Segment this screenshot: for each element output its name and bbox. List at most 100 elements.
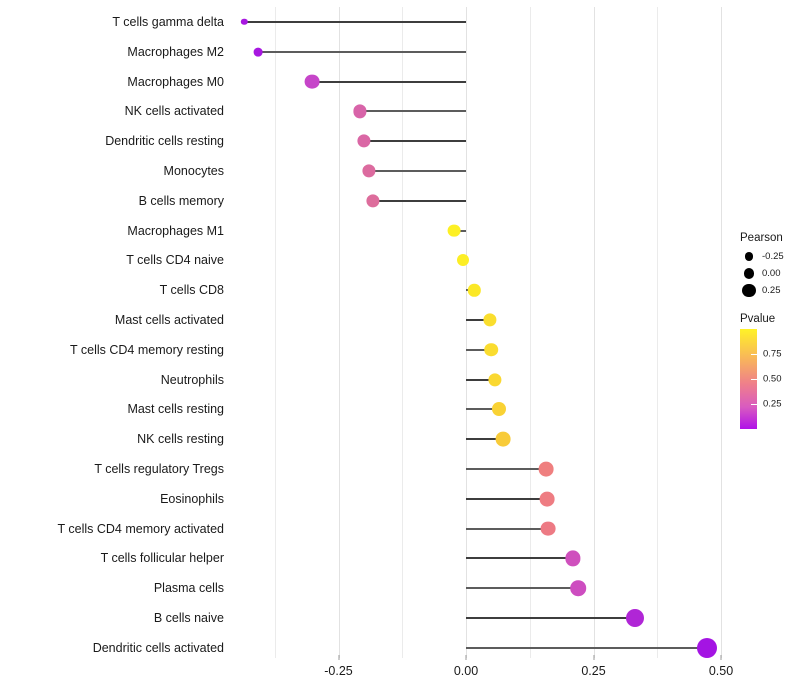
y-axis-tick-label: Dendritic cells resting xyxy=(105,133,224,148)
x-axis-tick-label: 0.25 xyxy=(581,664,606,678)
x-axis-tick xyxy=(720,655,722,660)
y-axis-tick-label: Neutrophils xyxy=(160,372,224,387)
color-legend-bar-wrap: 0.75 0.50 0.25 xyxy=(740,329,798,429)
lollipop-point[interactable] xyxy=(304,74,320,89)
y-axis-labels: T cells gamma delta Macrophages M2 Macroph… xyxy=(0,7,225,658)
y-axis-tick-label: Mast cells activated xyxy=(114,312,224,327)
gridline-major xyxy=(338,7,340,658)
lollipop-point[interactable] xyxy=(495,431,511,447)
gridline-major xyxy=(466,7,467,658)
size-legend-dot xyxy=(740,252,758,261)
x-axis-tick-label: -0.25 xyxy=(324,664,353,678)
y-axis-tick-label: Monocytes xyxy=(163,163,224,178)
y-axis-tick-label: T cells CD8 xyxy=(159,282,224,297)
lollipop-stem xyxy=(466,408,500,411)
gridline-minor xyxy=(657,7,659,658)
lollipop-stem xyxy=(466,468,547,470)
lollipop-point[interactable] xyxy=(240,18,248,26)
y-axis-tick-label: Plasma cells xyxy=(153,580,224,595)
lollipop-point[interactable] xyxy=(362,164,376,178)
y-axis-tick-label: Dendritic cells activated xyxy=(92,640,224,655)
lollipop-point[interactable] xyxy=(539,491,555,507)
lollipop-point[interactable] xyxy=(484,343,498,357)
y-axis-tick-label: Macrophages M2 xyxy=(127,44,224,59)
lollipop-point[interactable] xyxy=(492,402,507,417)
y-axis-tick-label: T cells CD4 memory activated xyxy=(57,521,225,536)
colorbar-tick-label: 0.50 xyxy=(763,373,782,385)
size-legend-entry: 0.00 xyxy=(740,265,800,282)
y-axis-tick-label: B cells memory xyxy=(138,193,224,208)
lollipop-point[interactable] xyxy=(540,521,556,536)
lollipop-point[interactable] xyxy=(447,224,461,237)
lollipop-point[interactable] xyxy=(456,254,469,267)
x-axis-tick-label: 0.00 xyxy=(453,664,479,678)
size-legend-dot xyxy=(740,268,758,279)
plot-area xyxy=(230,7,730,658)
lollipop-stem xyxy=(369,170,466,172)
colorbar-tick-label: 0.25 xyxy=(763,398,782,410)
gridline-major xyxy=(721,7,722,658)
y-axis-tick-label: Macrophages M1 xyxy=(127,223,224,238)
x-axis-labels: -0.25 0.00 0.25 0.50 xyxy=(230,655,734,690)
lollipop-point[interactable] xyxy=(366,194,380,208)
lollipop-stem xyxy=(466,587,579,590)
y-axis-tick-label: NK cells resting xyxy=(137,431,224,446)
y-axis-tick-label: Mast cells resting xyxy=(127,402,224,417)
x-axis-tick xyxy=(465,655,467,660)
y-axis-tick-label: T cells follicular helper xyxy=(100,551,224,566)
gridline-major xyxy=(593,7,595,658)
lollipop-stem xyxy=(466,497,548,500)
lollipop-point[interactable] xyxy=(538,461,554,477)
y-axis-tick-label: Eosinophils xyxy=(160,491,224,506)
size-legend-dot xyxy=(740,283,758,298)
lollipop-stem xyxy=(257,50,466,53)
lollipop-stem xyxy=(466,527,549,530)
lollipop-stem xyxy=(466,646,708,649)
lollipop-point[interactable] xyxy=(570,580,586,596)
size-legend-label: -0.25 xyxy=(762,251,784,262)
size-legend-label: 0.00 xyxy=(762,268,781,279)
colorbar-tick xyxy=(751,404,757,405)
lollipop-stem xyxy=(466,319,490,321)
x-axis-tick xyxy=(593,655,594,660)
lollipop-stem xyxy=(466,348,491,351)
chart-legend: Pearson -0.25 0.00 0.25 Pvalue 0.75 0.50 0.2… xyxy=(740,232,800,429)
lollipop-stem xyxy=(466,617,635,619)
lollipop-point[interactable] xyxy=(357,134,371,148)
y-axis-tick-label: B cells naive xyxy=(153,610,224,625)
lollipop-point[interactable] xyxy=(488,373,502,387)
size-legend-entries: -0.25 0.00 0.25 xyxy=(740,248,800,299)
lollipop-point[interactable] xyxy=(467,283,481,297)
lollipop-point[interactable] xyxy=(253,47,263,57)
size-legend-entry: 0.25 xyxy=(740,282,800,299)
y-axis-tick-label: Macrophages M0 xyxy=(127,74,224,89)
lollipop-point[interactable] xyxy=(483,313,497,327)
colorbar-tick xyxy=(751,354,757,355)
colorbar-tick xyxy=(751,379,757,380)
lollipop-point[interactable] xyxy=(697,637,718,658)
lollipop-stem xyxy=(312,80,466,83)
gridline-minor xyxy=(274,7,276,658)
size-legend-title: Pearson xyxy=(740,232,783,244)
color-legend-title: Pvalue xyxy=(740,313,776,325)
lollipop-point[interactable] xyxy=(353,104,367,118)
y-axis-tick-label: T cells gamma delta xyxy=(112,14,224,29)
lollipop-stem xyxy=(359,110,466,113)
x-axis-tick-label: 0.50 xyxy=(708,664,734,678)
gridline-minor xyxy=(529,7,531,658)
colorbar-tick-label: 0.75 xyxy=(763,348,782,360)
size-legend-label: 0.25 xyxy=(762,285,781,296)
y-axis-tick-label: T cells CD4 naive xyxy=(126,253,224,268)
lollipop-stem xyxy=(466,557,574,560)
lollipop-stem xyxy=(244,21,466,23)
lollipop-stem xyxy=(373,199,466,202)
y-axis-tick-label: T cells regulatory Tregs xyxy=(94,461,224,476)
lollipop-point[interactable] xyxy=(625,609,644,627)
y-axis-tick-label: T cells CD4 memory resting xyxy=(70,342,224,357)
lollipop-stem xyxy=(466,438,504,441)
lollipop-point[interactable] xyxy=(565,550,581,566)
lollipop-stem xyxy=(466,378,496,381)
lollipop-stem xyxy=(364,140,466,143)
x-axis-tick xyxy=(338,655,339,660)
